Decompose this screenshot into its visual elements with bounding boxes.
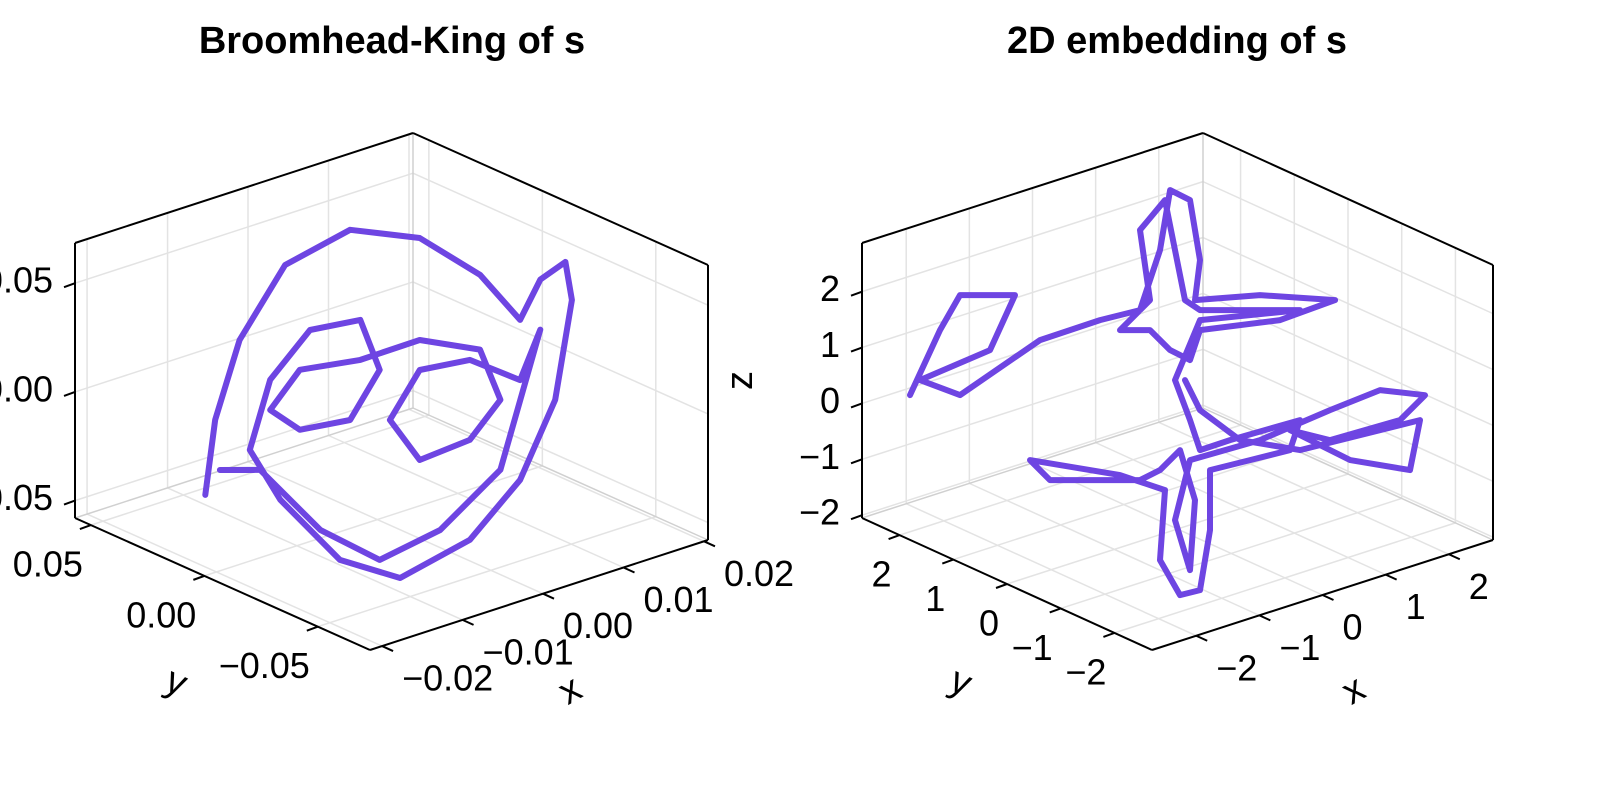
grid-line — [86, 513, 383, 647]
box-spine — [74, 517, 371, 651]
z-tick — [850, 458, 863, 465]
trajectory — [202, 226, 575, 581]
chart-title: Broomhead-King of s — [199, 20, 585, 62]
z-tick — [63, 390, 76, 397]
x-tick — [703, 540, 716, 548]
z-axis-label: z — [719, 371, 761, 390]
x-tick — [1448, 553, 1461, 561]
grid-line — [1114, 522, 1456, 634]
y-tick-label: −2 — [1065, 651, 1106, 692]
grid-line — [412, 172, 709, 306]
y-tick-label: −0.05 — [219, 645, 310, 686]
x-tick — [381, 645, 394, 652]
box-edge — [1202, 407, 1494, 541]
y-tick — [79, 524, 92, 531]
z-tick — [850, 402, 863, 409]
z-tick — [63, 499, 76, 506]
z-tick — [63, 282, 76, 289]
box-edge — [412, 407, 709, 541]
box-spine — [74, 132, 414, 244]
x-tick-label: 0.02 — [724, 553, 794, 594]
box-edge — [74, 407, 414, 519]
y-tick — [888, 534, 900, 541]
y-tick-label: 1 — [925, 578, 945, 619]
grid-line — [1202, 180, 1494, 315]
x-tick-label: −0.02 — [402, 658, 493, 699]
y-tick-label: 0.05 — [13, 544, 83, 585]
y-tick — [193, 574, 205, 581]
grid-line — [74, 172, 414, 284]
box-spine — [861, 132, 1204, 244]
z-tick — [850, 290, 863, 297]
x-tick — [1258, 614, 1271, 622]
z-tick-label: 1 — [820, 324, 840, 365]
grid-line — [328, 434, 624, 569]
x-tick — [623, 566, 635, 574]
grid-line — [317, 515, 657, 628]
z-tick — [850, 346, 863, 353]
y-tick — [941, 558, 954, 565]
x-tick-label: 0 — [1343, 607, 1363, 648]
trajectory — [907, 187, 1428, 599]
x-tick — [1195, 634, 1208, 642]
box-spine — [412, 132, 709, 266]
grid-line — [1202, 404, 1494, 538]
y-tick — [306, 625, 319, 632]
box-spine — [1202, 132, 1494, 266]
y-tick — [1049, 607, 1062, 614]
grid-line — [861, 348, 1204, 461]
z-tick-label: −0.05 — [0, 477, 53, 518]
x-tick — [462, 618, 474, 626]
x-tick-label: 0.00 — [563, 605, 633, 646]
z-tick-label: 0.00 — [0, 368, 53, 409]
z-tick-label: 0 — [820, 380, 840, 421]
x-tick-label: −2 — [1216, 647, 1257, 688]
grid-line — [953, 448, 1295, 561]
y-tick-label: 0.00 — [126, 594, 196, 635]
z-tick — [850, 514, 863, 521]
grid-line — [412, 281, 709, 415]
grid-line — [1202, 348, 1494, 482]
x-tick — [542, 592, 555, 600]
grid-line — [861, 180, 1204, 293]
grid-line — [412, 389, 709, 524]
x-tick-label: 1 — [1406, 586, 1426, 627]
y-tick-label: 0 — [979, 603, 999, 644]
x-tick — [1322, 594, 1334, 601]
z-tick-label: 0.05 — [0, 260, 53, 301]
y-tick — [1103, 631, 1115, 638]
grid-line — [1202, 236, 1494, 371]
z-tick-label: 2 — [820, 268, 840, 309]
x-tick-label: 0.01 — [644, 579, 714, 620]
y-tick-label: 2 — [872, 554, 892, 595]
grid-line — [167, 487, 463, 621]
grid-line — [247, 461, 544, 595]
chart-title: 2D embedding of s — [1007, 20, 1347, 62]
box-spine — [369, 539, 709, 651]
grid-line — [1060, 497, 1402, 610]
grid-line — [408, 408, 705, 542]
x-tick-label: −0.01 — [483, 631, 574, 672]
z-tick-label: −1 — [799, 436, 840, 477]
z-tick-label: −2 — [799, 492, 840, 533]
x-tick-label: −1 — [1279, 627, 1320, 668]
y-tick-label: −1 — [1012, 627, 1053, 668]
x-tick — [1385, 573, 1398, 581]
y-tick — [995, 583, 1008, 589]
x-tick-label: 2 — [1469, 566, 1489, 607]
